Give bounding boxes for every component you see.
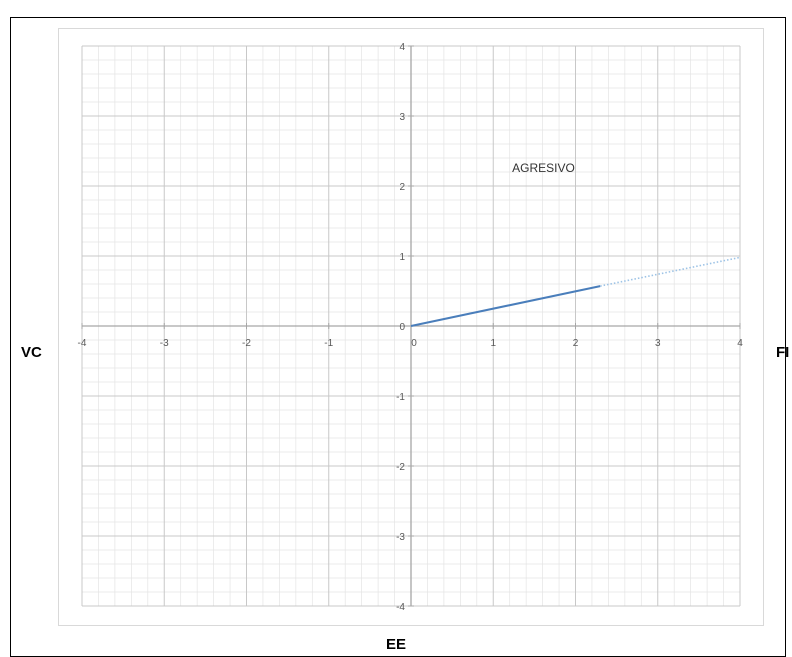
y-tick-label: -3 [396, 532, 405, 543]
x-tick-label: 3 [655, 338, 661, 349]
x-tick-label: 2 [573, 338, 579, 349]
x-tick-label: -4 [78, 338, 87, 349]
y-tick-label: 0 [399, 322, 405, 333]
y-tick-label: -4 [396, 602, 405, 613]
y-tick-label: 4 [399, 42, 405, 53]
y-tick-label: -2 [396, 462, 405, 473]
x-tick-label: -1 [324, 338, 333, 349]
x-tick-label: 4 [737, 338, 743, 349]
x-tick-label: -3 [160, 338, 169, 349]
x-tick-label: 1 [490, 338, 496, 349]
side-label-left: VC [21, 344, 42, 361]
side-label-bottom: EE [386, 636, 407, 653]
side-label-right: FI [776, 344, 790, 361]
y-tick-label: -1 [396, 392, 405, 403]
series-line-2 [600, 256, 741, 287]
y-tick-label: 1 [399, 252, 405, 263]
x-tick-label: -2 [242, 338, 251, 349]
y-tick-label: 2 [399, 182, 405, 193]
x-tick-label: 0 [411, 338, 417, 349]
annotation-label: AGRESIVO [512, 161, 575, 175]
y-tick-label: 3 [399, 112, 405, 123]
series-line-1 [410, 285, 601, 327]
